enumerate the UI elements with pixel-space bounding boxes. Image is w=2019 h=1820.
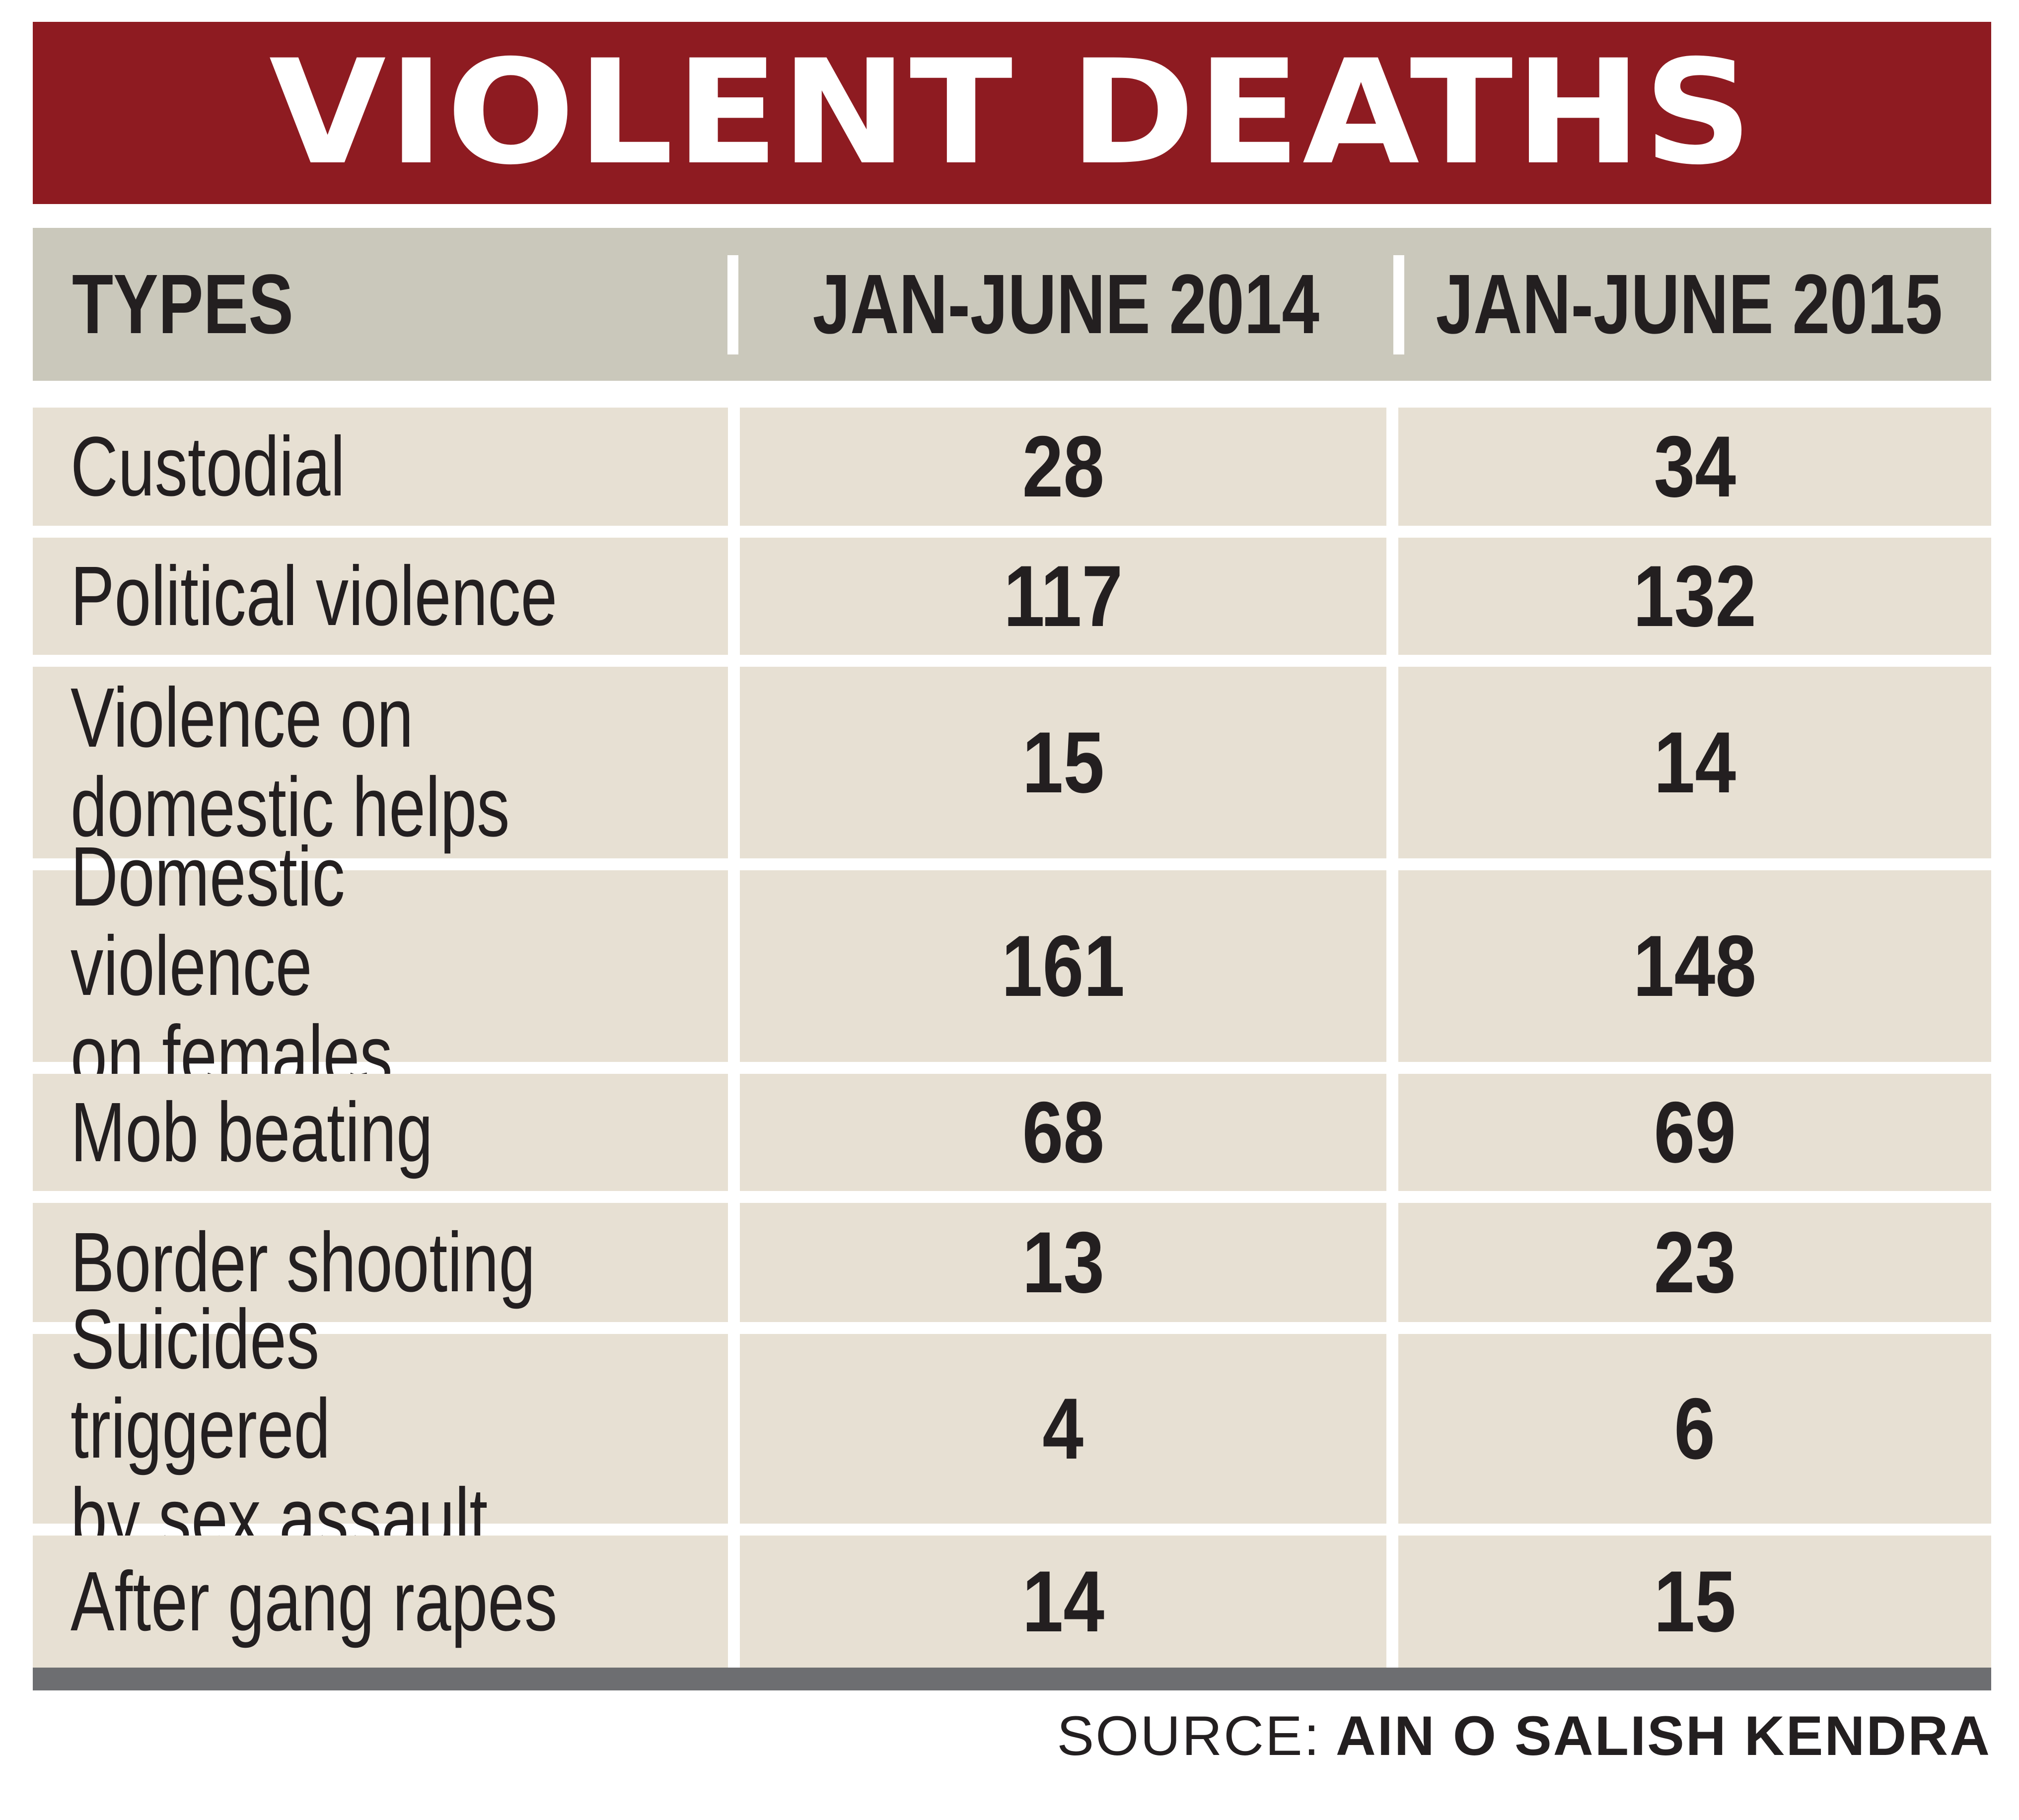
value-2014: 68: [1022, 1084, 1104, 1181]
type-label: Violence on domestic helps: [71, 671, 510, 854]
table-row: Political violence 117 132: [33, 538, 1991, 655]
type-cell: Mob beating: [33, 1074, 728, 1191]
type-cell: Suicides triggered by sex assault: [33, 1295, 728, 1563]
value-cell-2015: 15: [1398, 1536, 1991, 1668]
header-divider: [1393, 255, 1404, 354]
value-2015: 6: [1674, 1380, 1716, 1477]
value-cell-2014: 68: [740, 1074, 1386, 1191]
table-row: Mob beating 68 69: [33, 1074, 1991, 1191]
header-types: TYPES: [72, 228, 349, 381]
type-cell: Domestic violence on females: [33, 832, 728, 1100]
type-cell: Custodial: [33, 408, 728, 526]
value-2015: 132: [1633, 548, 1757, 645]
source-name: AIN O SALISH KENDRA: [1335, 1705, 1991, 1767]
type-cell: After gang rapes: [33, 1536, 728, 1668]
value-cell-2014: 14: [740, 1536, 1386, 1668]
chart-title: VIOLENT DEATHS: [269, 29, 1755, 197]
value-2015: 69: [1654, 1084, 1736, 1181]
table-header: TYPES JAN-JUNE 2014 JAN-JUNE 2015: [33, 228, 1991, 381]
value-2014: 13: [1022, 1214, 1104, 1311]
value-2015: 34: [1654, 418, 1736, 515]
type-label: Political violence: [71, 549, 558, 643]
type-label: Suicides triggered by sex assault: [71, 1292, 488, 1565]
header-2014-label: JAN-JUNE 2014: [812, 257, 1319, 351]
table-row: After gang rapes 14 15: [33, 1536, 1991, 1668]
value-cell-2015: 69: [1398, 1074, 1991, 1191]
type-cell: Border shooting: [33, 1203, 728, 1322]
header-divider: [727, 255, 738, 354]
value-cell-2014: 117: [740, 538, 1386, 655]
bottom-rule: [33, 1668, 1991, 1690]
value-cell-2015: 6: [1398, 1334, 1991, 1524]
type-label: Mob beating: [71, 1085, 433, 1180]
value-2014: 15: [1022, 714, 1104, 811]
value-cell-2014: 4: [740, 1334, 1386, 1524]
value-cell-2015: 148: [1398, 870, 1991, 1062]
type-cell: Political violence: [33, 538, 728, 655]
header-2014: JAN-JUNE 2014: [745, 228, 1387, 381]
table-body: Custodial 28 34 Political violence 117 1…: [33, 408, 1991, 1668]
value-cell-2015: 23: [1398, 1203, 1991, 1322]
table-row: Custodial 28 34: [33, 408, 1991, 526]
header-2015: JAN-JUNE 2015: [1387, 228, 1991, 381]
value-cell-2014: 15: [740, 667, 1386, 858]
table-row: Violence on domestic helps 15 14: [33, 667, 1991, 858]
type-label: Border shooting: [71, 1215, 536, 1310]
value-cell-2014: 161: [740, 870, 1386, 1062]
value-cell-2015: 14: [1398, 667, 1991, 858]
table-row: Suicides triggered by sex assault 4 6: [33, 1295, 1991, 1563]
value-2014: 14: [1022, 1553, 1104, 1650]
type-label: After gang rapes: [71, 1554, 558, 1649]
value-2014: 161: [1001, 917, 1125, 1015]
title-banner: VIOLENT DEATHS: [33, 22, 1991, 204]
type-label: Domestic violence on females: [71, 830, 393, 1103]
value-2014: 117: [1004, 548, 1123, 645]
table-row: Border shooting 13 23: [33, 1203, 1991, 1322]
value-2015: 148: [1633, 917, 1757, 1015]
type-label: Custodial: [71, 420, 345, 514]
type-cell: Violence on domestic helps: [33, 667, 728, 858]
value-2015: 15: [1654, 1553, 1736, 1650]
value-cell-2015: 132: [1398, 538, 1991, 655]
value-2014: 28: [1022, 418, 1104, 515]
value-cell-2014: 13: [740, 1203, 1386, 1322]
source-credit: SOURCE: AIN O SALISH KENDRA: [1057, 1704, 1991, 1768]
header-types-label: TYPES: [72, 257, 293, 351]
source-label: SOURCE:: [1057, 1705, 1321, 1767]
value-cell-2014: 28: [740, 408, 1386, 526]
header-2015-label: JAN-JUNE 2015: [1436, 257, 1943, 351]
table-row: Domestic violence on females 161 148: [33, 832, 1991, 1100]
value-2014: 4: [1042, 1380, 1084, 1477]
value-2015: 14: [1654, 714, 1736, 811]
value-cell-2015: 34: [1398, 408, 1991, 526]
value-2015: 23: [1654, 1214, 1736, 1311]
